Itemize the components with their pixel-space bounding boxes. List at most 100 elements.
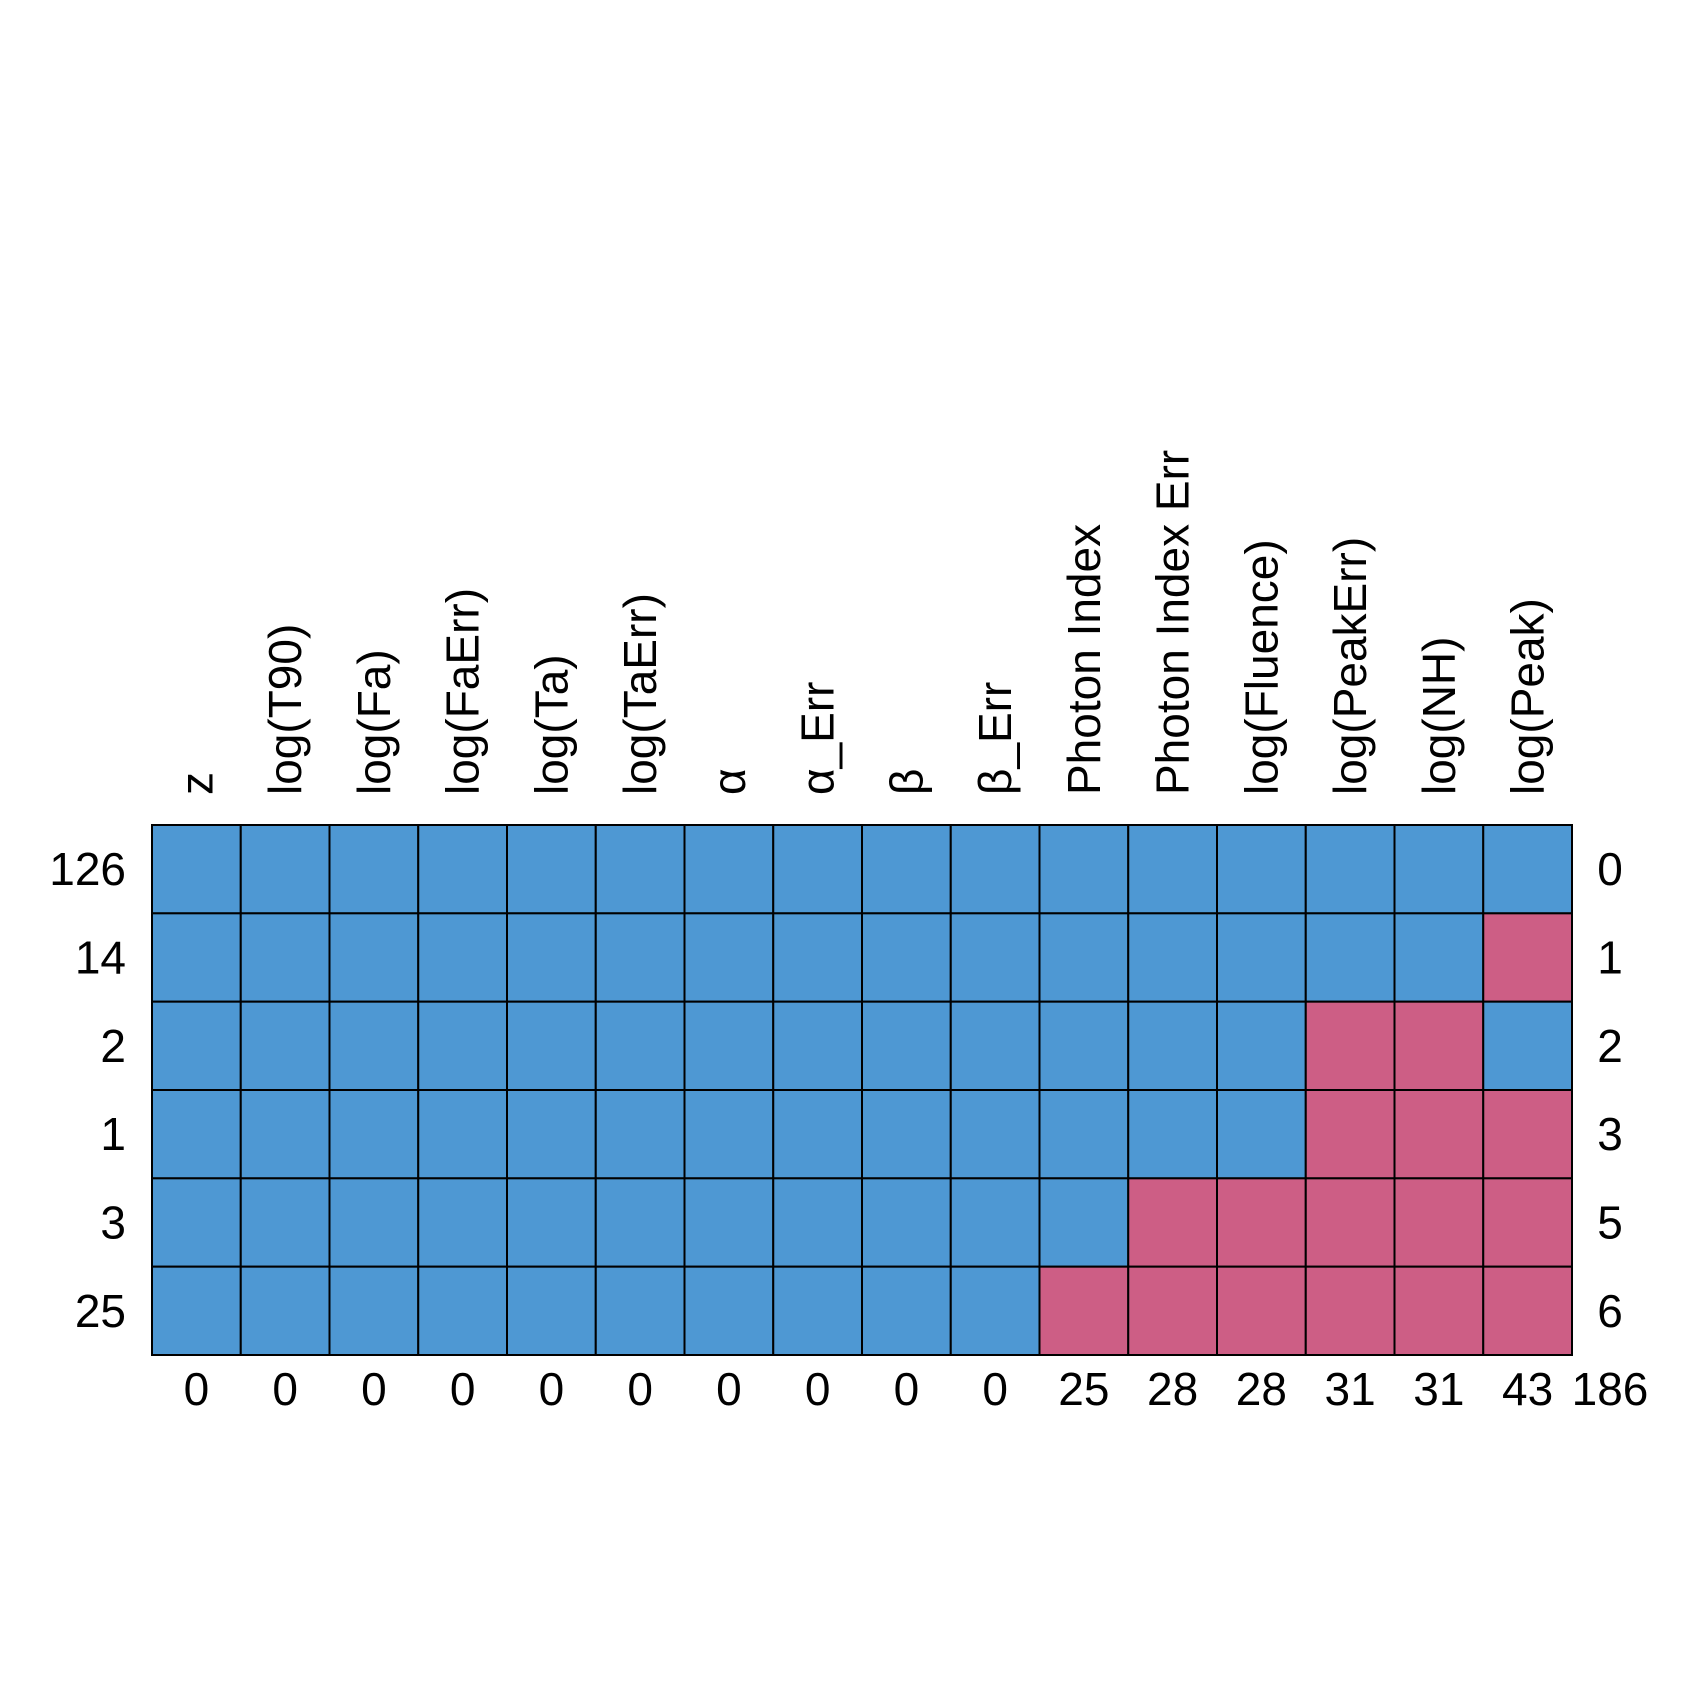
observed-cell bbox=[239, 1089, 331, 1180]
missing-cell bbox=[1127, 1177, 1218, 1268]
row-count-label: 3 bbox=[100, 1197, 126, 1249]
observed-cell bbox=[506, 1000, 597, 1092]
column-missing-total-label: 0 bbox=[805, 1363, 831, 1415]
observed-cell bbox=[151, 1177, 242, 1268]
column-missing-total-label: 43 bbox=[1502, 1363, 1553, 1415]
observed-cell bbox=[1038, 824, 1130, 915]
observed-cell bbox=[594, 1177, 686, 1268]
missing-cell bbox=[1482, 1177, 1573, 1268]
missing-cell bbox=[1393, 1177, 1485, 1268]
row-count-label: 14 bbox=[75, 932, 126, 984]
observed-cell bbox=[683, 912, 775, 1003]
observed-cell bbox=[151, 1089, 242, 1180]
observed-cell bbox=[1482, 1000, 1573, 1092]
row-missing-total-label: 1 bbox=[1597, 932, 1623, 984]
row-count-label: 25 bbox=[75, 1285, 126, 1337]
observed-cell bbox=[1216, 912, 1307, 1003]
observed-cell bbox=[1216, 1089, 1307, 1180]
missing-cell bbox=[1393, 1265, 1485, 1356]
observed-cell bbox=[1127, 912, 1218, 1003]
row-missing-total-label: 3 bbox=[1597, 1108, 1623, 1160]
variable-label: log(FaErr) bbox=[437, 588, 489, 795]
variable-label: log(PeakErr) bbox=[1324, 537, 1376, 795]
observed-cell bbox=[328, 1265, 420, 1356]
column-missing-total-label: 25 bbox=[1058, 1363, 1109, 1415]
observed-cell bbox=[328, 1000, 420, 1092]
observed-cell bbox=[861, 1089, 952, 1180]
observed-cell bbox=[861, 824, 952, 915]
observed-cell bbox=[594, 912, 686, 1003]
missing-cell bbox=[1393, 1089, 1485, 1180]
observed-cell bbox=[949, 1265, 1041, 1356]
column-missing-total-label: 0 bbox=[450, 1363, 476, 1415]
observed-cell bbox=[239, 824, 331, 915]
observed-cell bbox=[594, 824, 686, 915]
missing-cell bbox=[1482, 1089, 1573, 1180]
observed-cell bbox=[506, 912, 597, 1003]
observed-cell bbox=[417, 1089, 508, 1180]
observed-cell bbox=[594, 1000, 686, 1092]
observed-cell bbox=[949, 824, 1041, 915]
observed-cell bbox=[151, 1000, 242, 1092]
observed-cell bbox=[506, 824, 597, 915]
column-missing-total-label: 0 bbox=[184, 1363, 210, 1415]
observed-cell bbox=[683, 824, 775, 915]
observed-cell bbox=[594, 1265, 686, 1356]
observed-cell bbox=[417, 1177, 508, 1268]
missing-cell bbox=[1216, 1265, 1307, 1356]
observed-cell bbox=[417, 912, 508, 1003]
row-count-label: 1 bbox=[100, 1108, 126, 1160]
observed-cell bbox=[151, 824, 242, 915]
observed-cell bbox=[239, 1177, 331, 1268]
observed-cell bbox=[328, 912, 420, 1003]
missing-cell bbox=[1127, 1265, 1218, 1356]
missing-cell bbox=[1304, 1000, 1396, 1092]
observed-cell bbox=[239, 1000, 331, 1092]
observed-cell bbox=[772, 1265, 863, 1356]
column-missing-total-label: 31 bbox=[1325, 1363, 1376, 1415]
column-missing-total-label: 31 bbox=[1413, 1363, 1464, 1415]
observed-cell bbox=[151, 912, 242, 1003]
variable-label: log(Peak) bbox=[1502, 598, 1554, 795]
variable-label: log(T90) bbox=[259, 624, 311, 795]
column-missing-total-label: 0 bbox=[894, 1363, 920, 1415]
column-missing-total-label: 0 bbox=[982, 1363, 1008, 1415]
observed-cell bbox=[1216, 824, 1307, 915]
observed-cell bbox=[1038, 1177, 1130, 1268]
row-missing-total-label: 5 bbox=[1597, 1197, 1623, 1249]
observed-cell bbox=[1304, 824, 1396, 915]
column-missing-total-label: 28 bbox=[1236, 1363, 1287, 1415]
observed-cell bbox=[506, 1177, 597, 1268]
observed-cell bbox=[683, 1177, 775, 1268]
variable-label: log(NH) bbox=[1413, 637, 1465, 795]
missing-cell bbox=[1216, 1177, 1307, 1268]
observed-cell bbox=[772, 1000, 863, 1092]
observed-cell bbox=[506, 1089, 597, 1180]
observed-cell bbox=[1127, 824, 1218, 915]
observed-cell bbox=[772, 1177, 863, 1268]
observed-cell bbox=[1216, 1000, 1307, 1092]
observed-cell bbox=[1393, 912, 1485, 1003]
observed-cell bbox=[1038, 912, 1130, 1003]
observed-cell bbox=[949, 1177, 1041, 1268]
missing-cell bbox=[1304, 1089, 1396, 1180]
variable-label: log(Fluence) bbox=[1235, 539, 1287, 795]
observed-cell bbox=[861, 912, 952, 1003]
missing-cell bbox=[1304, 1177, 1396, 1268]
observed-cell bbox=[949, 1000, 1041, 1092]
observed-cell bbox=[328, 1089, 420, 1180]
observed-cell bbox=[772, 1089, 863, 1180]
observed-cell bbox=[151, 1265, 242, 1356]
column-missing-total-label: 28 bbox=[1147, 1363, 1198, 1415]
row-count-label: 2 bbox=[100, 1020, 126, 1072]
missing-cell bbox=[1393, 1000, 1485, 1092]
observed-cell bbox=[1393, 824, 1485, 915]
observed-cell bbox=[861, 1000, 952, 1092]
observed-cell bbox=[1038, 1089, 1130, 1180]
observed-cell bbox=[861, 1265, 952, 1356]
variable-label: z bbox=[170, 772, 222, 795]
observed-cell bbox=[417, 1265, 508, 1356]
observed-cell bbox=[949, 1089, 1041, 1180]
variable-label: β_Err bbox=[969, 682, 1021, 795]
missing-cell bbox=[1482, 912, 1573, 1003]
